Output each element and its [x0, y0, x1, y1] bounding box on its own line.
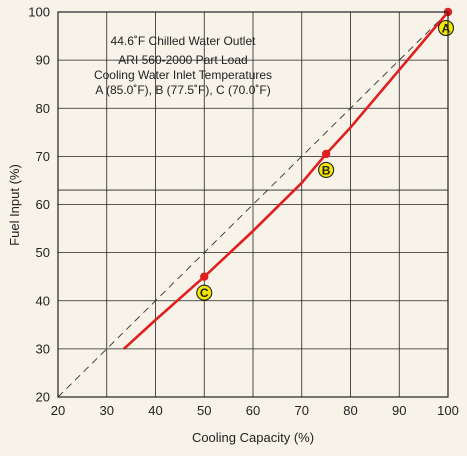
y-tick-label: 40: [36, 293, 50, 308]
x-tick-label: 40: [148, 403, 162, 418]
annotation-line-3: Cooling Water Inlet Temperatures: [94, 68, 272, 82]
annotation-line-4: A (85.0˚F), B (77.5˚F), C (70.0˚F): [95, 83, 270, 97]
y-tick-label: 70: [36, 149, 50, 164]
point-badge-b: [318, 161, 335, 179]
y-tick-label: 80: [36, 101, 50, 116]
x-axis-label: Cooling Capacity (%): [192, 430, 314, 445]
fuel-input-curve: [122, 11, 449, 350]
data-points: A B C: [196, 7, 455, 301]
y-tick-labels: 20 30 40 50 60 70 80 90 100: [28, 5, 50, 405]
x-tick-label: 50: [197, 403, 211, 418]
y-tick-label: 20: [36, 390, 50, 405]
annotation-line-2: ARI 560-2000 Part Load: [118, 53, 247, 67]
x-tick-label: 100: [437, 403, 459, 418]
y-tick-label: 90: [36, 53, 50, 68]
point-marker-c: [200, 272, 209, 281]
x-tick-labels: 20 30 40 50 60 70 80 90 100: [51, 403, 459, 418]
point-label-c: C: [200, 286, 209, 300]
y-tick-label: 50: [36, 245, 50, 260]
y-tick-label: 30: [36, 341, 50, 356]
reference-diagonal-line: [57, 11, 449, 398]
point-badge-a: [437, 19, 455, 37]
plot-frame: [57, 11, 449, 398]
x-tick-label: 80: [343, 403, 357, 418]
x-tick-label: 90: [392, 403, 406, 418]
y-tick-label: 100: [28, 5, 50, 20]
point-marker-b: [321, 149, 331, 159]
annotation-line-1: 44.6˚F Chilled Water Outlet: [111, 34, 257, 48]
x-tick-label: 60: [246, 403, 260, 418]
point-label-a: A: [442, 22, 451, 36]
point-badge-c: [196, 284, 213, 301]
x-tick-label: 20: [51, 403, 65, 418]
x-tick-label: 30: [100, 403, 114, 418]
x-tick-label: 70: [295, 403, 309, 418]
y-tick-label: 60: [36, 197, 50, 212]
point-label-b: B: [322, 163, 331, 177]
y-axis-label: Fuel Input (%): [7, 164, 22, 246]
